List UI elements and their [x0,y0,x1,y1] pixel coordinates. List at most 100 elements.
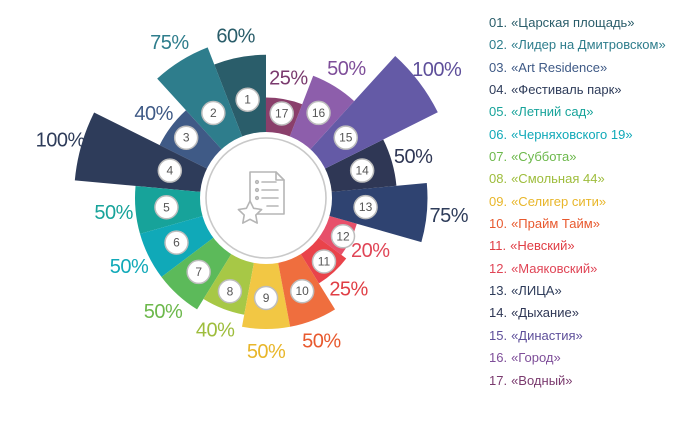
badge-circle [154,195,179,220]
center-ring [205,137,327,259]
legend-label: «Смольная 44» [511,171,605,187]
value-label-16: 50% [327,58,366,80]
badge-circle [353,194,378,220]
legend-label: «ЛИЦА» [511,283,562,299]
badge-4: 4 [157,158,183,183]
legend-number: 03. [489,59,508,75]
badge-number: 15 [339,131,353,145]
legend-number: 14. [489,305,508,321]
badge-circle [289,278,315,304]
badge-circle [349,158,375,183]
badge-number: 7 [195,265,202,279]
badge-circle [269,101,294,126]
value-label-17: 25% [269,68,308,90]
badge-14: 14 [349,158,375,183]
badge-number: 4 [166,164,173,178]
badge-circle [330,224,356,249]
legend-label: «Царская площадь» [511,15,635,30]
legend-item: 11. «Невский» [489,235,697,257]
badge-circle [306,100,331,126]
legend-number: 17. [489,372,508,388]
legend-label: «Лидер на Дмитровском» [511,37,666,53]
badge-number: 17 [275,106,289,120]
legend-item: 06. «Черняховского 19» [489,124,697,146]
badge-9: 9 [253,285,279,311]
legend-label: «Летний сад» [511,104,594,120]
legend-item: 02. «Лидер на Дмитровском» [489,34,697,56]
legend-number: 16. [489,350,508,366]
badge-number: 14 [355,164,369,178]
badge-circle [201,100,226,126]
badge-5: 5 [154,195,179,220]
legend-label: «Дыхание» [511,305,579,321]
legend-label: «Город» [511,350,561,366]
legend-number: 04. [489,82,508,98]
badge-8: 8 [217,279,243,304]
legend-number: 08. [489,171,508,187]
badge-15: 15 [333,125,358,150]
badge-3: 3 [173,125,199,150]
bar-segment-2 [157,47,244,153]
value-label-4: 100% [36,129,86,151]
legend-item: 17. «Водный» [489,370,697,392]
legend-number: 05. [489,104,508,120]
value-label-11: 25% [329,278,368,300]
badge-number: 9 [263,291,270,305]
legend-number: 10. [489,216,508,232]
badge-16: 16 [306,100,331,126]
legend-number: 09. [489,193,508,209]
legend-item: 15. «Династия» [489,325,697,347]
badge-number: 11 [318,255,331,269]
badge-12: 12 [330,224,356,249]
badge-circle [186,259,211,285]
legend-number: 12. [489,260,508,276]
badge-2: 2 [201,100,226,126]
value-label-15: 100% [412,59,462,81]
value-label-5: 50% [94,202,133,224]
badge-circle [157,158,183,183]
value-label-10: 50% [302,331,341,353]
badge-number: 12 [336,229,350,243]
badge-number: 1 [244,93,251,107]
legend-item: 07. «Суббота» [489,146,697,168]
badge-number: 3 [183,131,190,145]
value-label-1: 60% [216,26,255,48]
badge-number: 10 [295,284,309,298]
value-label-7: 50% [144,301,183,323]
badge-number: 5 [163,200,170,214]
badge-10: 10 [289,278,315,304]
badge-11: 11 [311,249,337,274]
value-label-13: 75% [429,205,468,227]
legend-label: «Черняховского 19» [511,126,633,142]
legend-label: «Водный» [511,372,573,388]
value-label-2: 75% [150,32,189,54]
legend-number: 07. [489,149,508,165]
legend-number: 02. [489,37,508,53]
badge-6: 6 [164,230,189,255]
value-labels-layer: 60% 75% 40% 100% 50% 50% 50% 40% 50% 50% 25% 20% 75%… [36,26,470,363]
legend-label: «Маяковский» [511,260,598,276]
legend-label: «Прайм Тайм» [511,216,600,232]
badge-circle [311,249,337,274]
badge-17: 17 [269,101,294,126]
badge-number: 6 [173,236,180,250]
value-label-12: 20% [351,240,390,262]
legend-label: «Фестиваль парк» [511,82,622,98]
legend-number: 15. [489,327,508,343]
badge-13: 13 [353,194,378,220]
legend-label: «Art Residence» [511,59,608,75]
legend-number: 01. [489,15,508,30]
badge-circle [217,279,243,304]
legend-label: «Суббота» [511,149,577,165]
value-label-6: 50% [110,256,149,278]
legend: 01. «Царская площадь» 02. «Лидер на Дмитров… [489,12,697,392]
legend-item: 12. «Маяковский» [489,258,697,280]
legend-number: 11. [489,238,507,254]
badge-number: 8 [227,284,234,298]
badge-number: 16 [312,106,326,120]
badge-circle [333,125,358,150]
legend-number: 13. [489,283,508,299]
value-label-8: 40% [196,319,235,341]
value-label-3: 40% [134,103,173,125]
